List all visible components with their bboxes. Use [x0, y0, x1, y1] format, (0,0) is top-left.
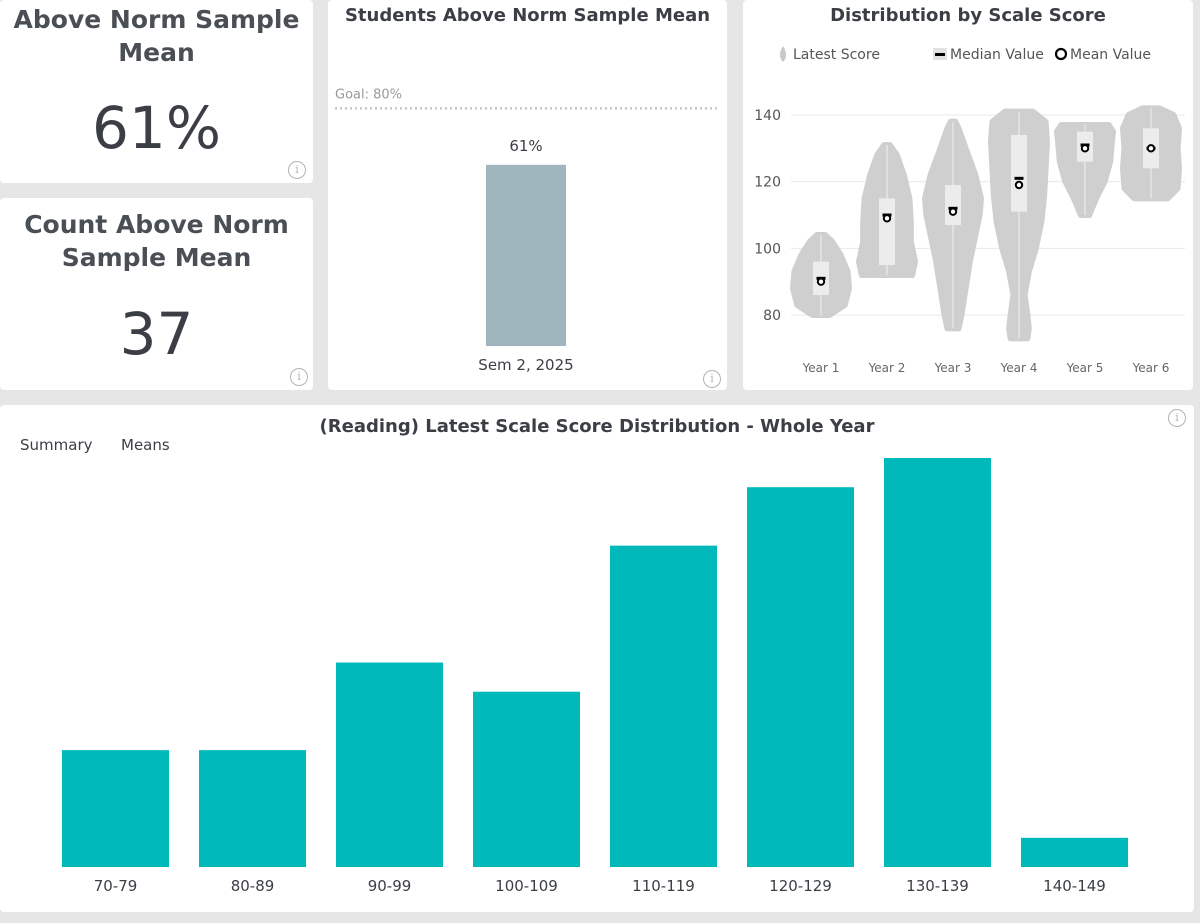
x-tick-label: Year 3	[934, 361, 972, 375]
chart-title: (Reading) Latest Scale Score Distributio…	[319, 416, 875, 437]
bar-70-79	[62, 750, 169, 867]
x-tick-label: Year 2	[868, 361, 906, 375]
info-icon[interactable]: i	[703, 370, 721, 388]
violin-chart-svg: Latest Score Median Value Mean Value 80 100 1…	[754, 46, 1185, 375]
legend-latest-score-icon	[780, 46, 786, 62]
bar-110-119	[610, 545, 717, 867]
x-tick-label: Year 4	[1000, 361, 1038, 375]
info-icon[interactable]: i	[288, 161, 306, 179]
data-label: 61%	[509, 137, 542, 155]
kpi-title-line2: Mean	[118, 38, 195, 67]
x-tick-label: 80-89	[231, 877, 275, 895]
kpi-value: 61%	[92, 94, 221, 162]
x-tick-label: 90-99	[368, 877, 412, 895]
info-icon[interactable]: i	[290, 368, 308, 386]
kpi-title-line2: Sample Mean	[61, 243, 252, 272]
median-mark	[1014, 176, 1024, 180]
mean-mark	[948, 207, 958, 216]
reading-distribution-chart: (Reading) Latest Scale Score Distributio…	[0, 405, 1194, 912]
iqr-box	[1011, 135, 1027, 212]
x-tick-label: Year 6	[1132, 361, 1170, 375]
mean-mark	[882, 214, 892, 223]
legend-label: Median Value	[950, 47, 1044, 63]
x-tick-label: 140-149	[1043, 877, 1106, 895]
histogram-svg: 70-79 80-89 90-99 100-109 110-119 120-129 130-…	[62, 458, 1128, 895]
mean-mark	[816, 277, 826, 286]
info-icon[interactable]: i	[1168, 409, 1186, 427]
distribution-by-scale-score-chart: Distribution by Scale Score Latest Score…	[743, 0, 1193, 390]
x-tick-label: Year 1	[802, 361, 840, 375]
y-tick-label: 140	[754, 108, 781, 124]
bar-Sem 2, 2025	[486, 164, 566, 346]
y-tick-label: 80	[763, 308, 781, 324]
kpi-card-above-norm-mean: Above Norm Sample Mean 61% i	[0, 0, 313, 183]
kpi-title: Above Norm Sample Mean	[0, 3, 313, 69]
chart-title: Distribution by Scale Score	[830, 5, 1106, 26]
iqr-box	[879, 198, 895, 265]
y-tick-label: 120	[754, 175, 781, 191]
mean-mark	[1014, 180, 1024, 190]
goal-label: Goal: 80%	[335, 87, 402, 102]
kpi-title: Count Above Norm Sample Mean	[0, 208, 313, 274]
x-tick-label: 110-119	[632, 877, 695, 895]
bar-120-129	[747, 487, 854, 867]
tab-means[interactable]: Means	[121, 436, 170, 454]
bar-140-149	[1021, 837, 1128, 867]
bar-100-109	[473, 691, 580, 867]
legend-mean-icon	[1054, 47, 1068, 61]
legend-label: Mean Value	[1070, 47, 1151, 63]
x-tick-label: Year 5	[1066, 361, 1104, 375]
kpi-card-count-above-norm: Count Above Norm Sample Mean 37 i	[0, 198, 313, 390]
kpi-value: 37	[119, 300, 194, 368]
chart-title: Students Above Norm Sample Mean	[344, 5, 711, 26]
x-tick-label: 100-109	[495, 877, 558, 895]
legend-median-mark	[935, 53, 945, 56]
bar-90-99	[336, 662, 443, 867]
kpi-title-line1: Above Norm Sample	[13, 5, 300, 34]
bar-80-89	[199, 750, 306, 867]
sem-chart-svg: Goal: 80% 61% Sem 2, 2025	[335, 87, 720, 374]
bar-130-139	[884, 458, 991, 867]
tab-summary[interactable]: Summary	[20, 436, 93, 454]
iqr-box	[945, 185, 961, 225]
students-above-norm-chart: Students Above Norm Sample Mean Goal: 80…	[328, 0, 727, 390]
legend-label: Latest Score	[793, 47, 880, 63]
mean-mark	[1146, 144, 1156, 153]
kpi-title-line1: Count Above Norm	[24, 210, 289, 239]
mean-mark	[1080, 144, 1090, 153]
y-tick-label: 100	[754, 241, 781, 257]
x-tick-label: 120-129	[769, 877, 832, 895]
x-tick-label: Sem 2, 2025	[478, 356, 573, 374]
x-tick-label: 70-79	[94, 877, 138, 895]
x-tick-label: 130-139	[906, 877, 969, 895]
